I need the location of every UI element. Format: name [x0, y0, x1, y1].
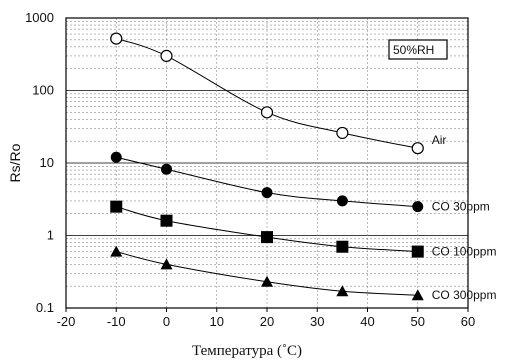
data-point — [411, 289, 424, 301]
y-tick-label: 1000 — [25, 10, 54, 25]
data-point — [110, 245, 123, 257]
data-point — [336, 126, 349, 140]
data-point — [260, 106, 274, 119]
data-point — [336, 285, 349, 297]
y-tick-label: 0.1 — [36, 300, 54, 315]
annotation-label: 50%RH — [393, 43, 434, 57]
series-label: CO 300ppm — [432, 288, 497, 302]
series-group: Air CO 30ppm CO 100ppm CO 300ppm — [110, 32, 497, 302]
data-point — [110, 200, 123, 213]
x-tick-label: 20 — [260, 314, 274, 329]
x-tick-label: 40 — [360, 314, 374, 329]
data-point — [261, 187, 273, 199]
series-2: CO 100ppm — [110, 200, 497, 259]
x-axis-label: Температура (˚С) — [192, 343, 302, 359]
grid — [65, 17, 469, 309]
x-tick-label: 0 — [163, 314, 170, 329]
data-point — [261, 231, 273, 244]
x-tick-labels: -20 -10 0 10 20 30 40 50 60 — [57, 308, 475, 329]
x-tick-label: -20 — [57, 314, 76, 329]
data-point — [261, 275, 273, 287]
y-tick-label: 10 — [40, 155, 54, 170]
series-label: Air — [432, 133, 447, 147]
annotation-box: 50%RH — [388, 39, 448, 60]
data-point — [160, 214, 173, 227]
series-label: CO 30ppm — [432, 200, 490, 214]
series-0: Air — [110, 32, 447, 155]
y-axis-label: Rs/Ro — [7, 143, 23, 182]
x-tick-label: 50 — [411, 314, 425, 329]
data-point — [160, 49, 173, 63]
data-point — [412, 201, 424, 213]
data-point — [411, 245, 424, 258]
x-tick-label: -10 — [107, 314, 126, 329]
data-point — [161, 163, 172, 175]
series-1: CO 30ppm — [110, 151, 490, 214]
series-3: CO 300ppm — [110, 245, 497, 302]
series-label: CO 100ppm — [432, 245, 497, 259]
x-tick-label: 30 — [310, 314, 324, 329]
y-tick-label: 1 — [47, 228, 54, 243]
data-point — [336, 195, 348, 207]
y-tick-labels: 0.1 1 10 100 1000 — [25, 10, 54, 315]
data-point — [336, 240, 349, 253]
x-tick-label: 60 — [461, 314, 475, 329]
y-tick-label: 100 — [32, 83, 54, 98]
x-tick-label: 10 — [210, 314, 224, 329]
data-point — [411, 142, 424, 155]
data-point — [110, 32, 123, 45]
data-point — [110, 151, 122, 163]
data-point — [160, 258, 173, 270]
